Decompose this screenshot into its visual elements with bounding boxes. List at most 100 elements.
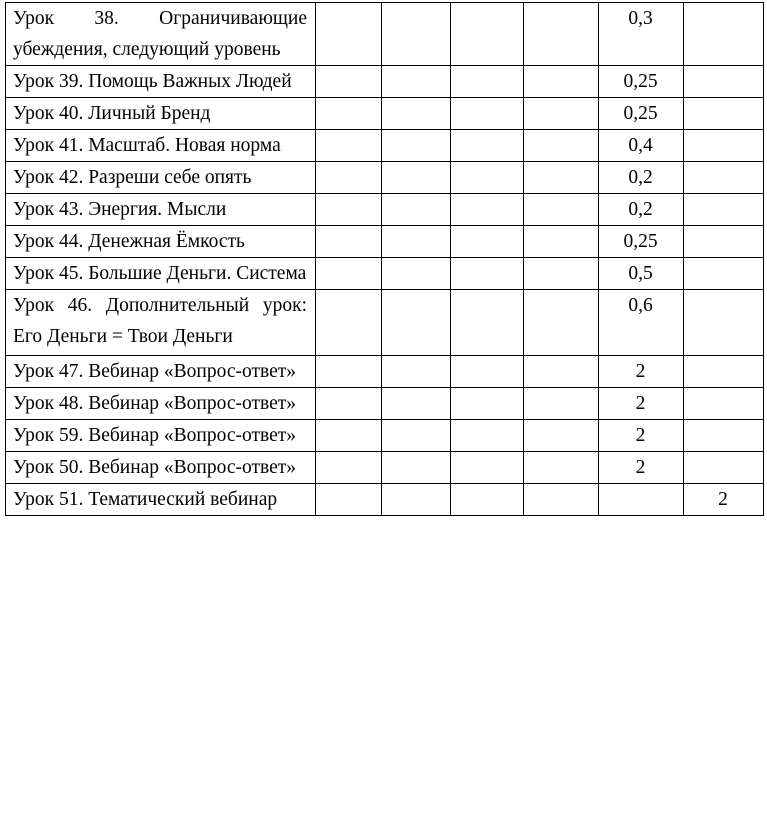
value-cell: [683, 193, 764, 226]
value-cell: [523, 193, 599, 226]
value-cell: [683, 97, 764, 130]
value-cell: [523, 483, 599, 516]
value-cell: 2: [598, 387, 684, 420]
value-cell: [450, 193, 524, 226]
value-cell: [381, 355, 451, 388]
value-cell: 0,4: [598, 129, 684, 162]
value-cell: [450, 225, 524, 258]
value-cell: [381, 97, 451, 130]
value-cell: [450, 129, 524, 162]
value-cell: [598, 483, 684, 516]
value-cell: 0,5: [598, 257, 684, 290]
value-cell: [315, 257, 382, 290]
value-cell: [450, 451, 524, 484]
value-cell: [315, 97, 382, 130]
value-cell: [683, 451, 764, 484]
value-cell: [381, 419, 451, 452]
lesson-cell: Урок 48. Вебинар «Вопрос-ответ»: [5, 387, 316, 420]
lesson-cell: Урок 59. Вебинар «Вопрос-ответ»: [5, 419, 316, 452]
value-cell: [523, 451, 599, 484]
value-cell: [315, 161, 382, 194]
value-cell: [450, 65, 524, 98]
value-cell: [450, 97, 524, 130]
value-cell: [683, 65, 764, 98]
lesson-cell: Урок 42. Разреши себе опять: [5, 161, 316, 194]
value-cell: [315, 193, 382, 226]
value-cell: [315, 387, 382, 420]
value-cell: [450, 257, 524, 290]
table-row: Урок 47. Вебинар «Вопрос-ответ» 2: [5, 355, 764, 388]
value-cell: [315, 355, 382, 388]
value-cell: [450, 483, 524, 516]
value-cell: 0,2: [598, 193, 684, 226]
lesson-table: Урок 38. Ограничивающие убеждения, следу…: [5, 2, 764, 516]
value-cell: 0,2: [598, 161, 684, 194]
value-cell: [381, 225, 451, 258]
lesson-cell: Урок 41. Масштаб. Новая норма: [5, 129, 316, 162]
value-cell: 0,6: [598, 289, 684, 356]
value-cell: [683, 419, 764, 452]
value-cell: 0,25: [598, 225, 684, 258]
value-cell: [381, 289, 451, 356]
value-cell: [315, 289, 382, 356]
value-cell: [381, 451, 451, 484]
table-row: Урок 41. Масштаб. Новая норма 0,4: [5, 129, 764, 162]
value-cell: [683, 161, 764, 194]
value-cell: [315, 483, 382, 516]
value-cell: [683, 257, 764, 290]
value-cell: [450, 355, 524, 388]
value-cell: [523, 225, 599, 258]
value-cell: [381, 387, 451, 420]
table-row: Урок 39. Помощь Важных Людей 0,25: [5, 65, 764, 98]
value-cell: [381, 129, 451, 162]
value-cell: [381, 65, 451, 98]
table-row: Урок 59. Вебинар «Вопрос-ответ» 2: [5, 419, 764, 452]
value-cell: [381, 483, 451, 516]
table-row: Урок 50. Вебинар «Вопрос-ответ» 2: [5, 451, 764, 484]
lesson-cell: Урок 47. Вебинар «Вопрос-ответ»: [5, 355, 316, 388]
value-cell: 0,25: [598, 65, 684, 98]
lesson-cell: Урок 51. Тематический вебинар: [5, 483, 316, 516]
value-cell: [450, 387, 524, 420]
lesson-cell: Урок 46. Дополнительный урок: Его Деньги…: [5, 289, 316, 356]
lesson-cell: Урок 44. Денежная Ёмкость: [5, 225, 316, 258]
table-row: Урок 43. Энергия. Мысли 0,2: [5, 193, 764, 226]
table-row: Урок 40. Личный Бренд 0,25: [5, 97, 764, 130]
lesson-cell: Урок 43. Энергия. Мысли: [5, 193, 316, 226]
value-cell: [683, 225, 764, 258]
value-cell: 0,25: [598, 97, 684, 130]
lesson-cell: Урок 40. Личный Бренд: [5, 97, 316, 130]
value-cell: [523, 419, 599, 452]
value-cell: 0,3: [598, 2, 684, 66]
value-cell: [523, 289, 599, 356]
value-cell: [523, 129, 599, 162]
value-cell: [450, 419, 524, 452]
table-row: Урок 48. Вебинар «Вопрос-ответ» 2: [5, 387, 764, 420]
value-cell: [523, 387, 599, 420]
lesson-cell: Урок 39. Помощь Важных Людей: [5, 65, 316, 98]
value-cell: [523, 161, 599, 194]
value-cell: [381, 161, 451, 194]
table-row: Урок 45. Большие Деньги. Система 0,5: [5, 257, 764, 290]
table-row: Урок 38. Ограничивающие убеждения, следу…: [5, 2, 764, 66]
value-cell: [523, 65, 599, 98]
lesson-cell: Урок 38. Ограничивающие убеждения, следу…: [5, 2, 316, 66]
value-cell: [315, 451, 382, 484]
value-cell: [381, 257, 451, 290]
value-cell: [683, 289, 764, 356]
value-cell: [450, 289, 524, 356]
table-row: Урок 46. Дополнительный урок: Его Деньги…: [5, 289, 764, 356]
value-cell: 2: [683, 483, 764, 516]
value-cell: [315, 129, 382, 162]
value-cell: [381, 2, 451, 66]
table-row: Урок 51. Тематический вебинар 2: [5, 483, 764, 516]
table-body: Урок 38. Ограничивающие убеждения, следу…: [5, 2, 764, 516]
lesson-cell: Урок 45. Большие Деньги. Система: [5, 257, 316, 290]
table-row: Урок 42. Разреши себе опять 0,2: [5, 161, 764, 194]
lesson-cell: Урок 50. Вебинар «Вопрос-ответ»: [5, 451, 316, 484]
table-row: Урок 44. Денежная Ёмкость 0,25: [5, 225, 764, 258]
value-cell: [450, 2, 524, 66]
value-cell: [683, 355, 764, 388]
value-cell: [523, 97, 599, 130]
